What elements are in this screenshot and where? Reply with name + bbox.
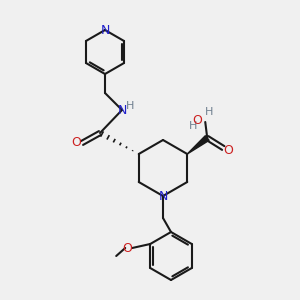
Text: N: N — [100, 23, 110, 37]
Text: H: H — [126, 101, 134, 111]
Text: O: O — [122, 242, 132, 254]
Text: O: O — [71, 136, 81, 149]
Text: O: O — [223, 143, 233, 157]
Text: N: N — [158, 190, 168, 202]
Text: H: H — [189, 121, 197, 131]
Text: H: H — [205, 107, 213, 117]
Polygon shape — [187, 136, 209, 154]
Text: O: O — [192, 113, 202, 127]
Text: N: N — [117, 103, 127, 116]
